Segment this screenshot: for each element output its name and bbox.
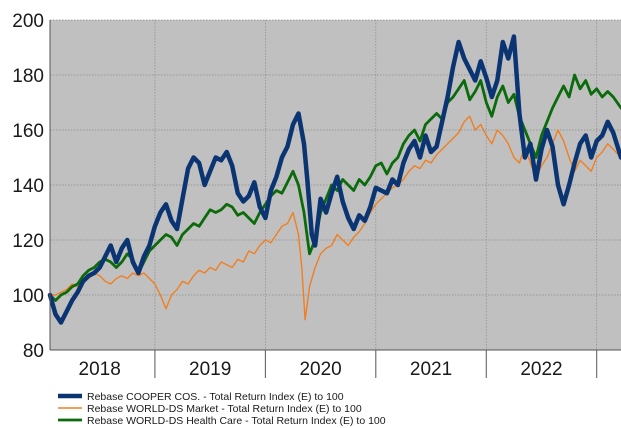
y-tick-label: 140 bbox=[12, 176, 44, 197]
y-axis: 80 100 120 140 160 180 200 bbox=[12, 11, 51, 362]
series-lines bbox=[47, 34, 621, 325]
x-tick-label: 2021 bbox=[410, 359, 452, 380]
x-tick-label: 2022 bbox=[520, 359, 562, 380]
legend-label-2: Rebase WORLD-DS Health Care - Total Retu… bbox=[87, 415, 386, 427]
x-tick-label: 2018 bbox=[79, 359, 121, 380]
y-tick-label: 180 bbox=[12, 66, 44, 87]
x-tick-label: 2019 bbox=[189, 359, 231, 380]
legend-label-0: Rebase COOPER COS. - Total Return Index … bbox=[87, 391, 344, 403]
x-tick-label: 2020 bbox=[299, 359, 341, 380]
y-tick-label: 100 bbox=[12, 286, 44, 307]
x-axis: 2018 2019 2020 2021 2022 bbox=[50, 349, 621, 380]
y-tick-label: 80 bbox=[23, 341, 44, 362]
y-tick-label: 160 bbox=[12, 121, 44, 142]
y-tick-label: 120 bbox=[12, 231, 44, 252]
y-tick-label: 200 bbox=[12, 11, 44, 32]
legend: Rebase COOPER COS. - Total Return Index … bbox=[58, 391, 386, 427]
series-line-0 bbox=[47, 34, 621, 325]
legend-label-1: Rebase WORLD-DS Market - Total Return In… bbox=[87, 403, 362, 415]
